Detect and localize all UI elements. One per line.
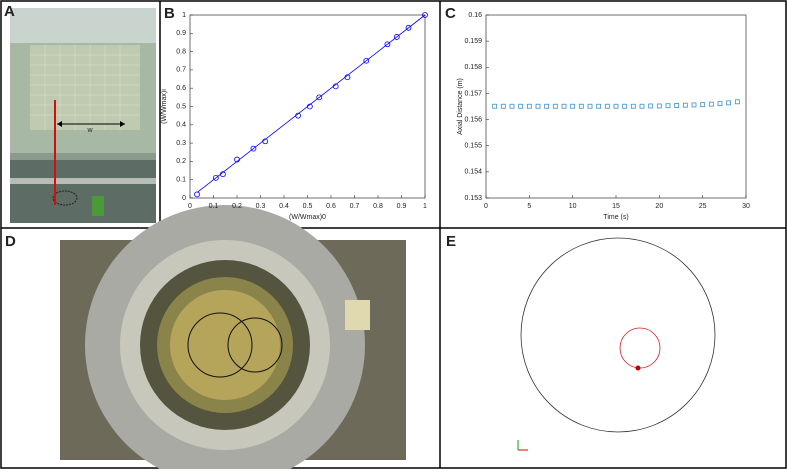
y-tick-label: 0.158 [464,64,482,71]
point [726,100,732,106]
x-tick-label: 0.6 [326,203,336,210]
x-tick-label: 0.5 [303,203,313,210]
point [604,103,610,109]
x-tick-label: 10 [569,203,577,210]
point [194,191,200,198]
point [535,103,541,109]
fit-line [196,14,426,193]
y-tick-label: 0.16 [468,12,482,19]
point [700,102,706,108]
point [578,103,584,109]
y-tick-label: 0.4 [176,122,186,129]
x-axis-label: Time (s) [603,214,628,221]
y-tick-label: 0.8 [176,48,186,55]
x-axis-label: (W/Wmax)0 [289,214,326,221]
y-tick-label: 0.6 [176,85,186,92]
panel-letter: C [445,5,456,22]
point [570,103,576,109]
point [622,103,628,109]
x-tick-label: 1 [423,203,427,210]
y-tick-label: 0.156 [464,116,482,123]
point [384,41,391,48]
point [552,103,558,109]
point [526,103,532,109]
point [393,34,400,40]
x-tick-label: 0.1 [209,203,219,210]
point [518,103,524,109]
point [509,103,515,109]
y-axis-label: Axial Distance (m) [457,78,464,135]
x-tick-label: 15 [612,203,620,210]
x-tick-label: 25 [699,203,707,210]
panel-letter: B [164,5,175,22]
x-tick-label: 0 [188,203,192,210]
y-tick-label: 0.154 [464,169,482,176]
y-tick-label: 0.9 [176,30,186,37]
y-tick-label: 1 [182,12,186,19]
point [674,103,680,108]
point [422,12,428,18]
point [316,94,323,101]
point [596,103,602,109]
y-tick-label: 0.157 [464,90,482,97]
x-tick-label: 0.7 [350,203,360,210]
y-tick-label: 0.3 [176,140,186,147]
x-tick-label: 0.4 [279,203,289,210]
x-tick-label: 0.3 [256,203,266,210]
point [691,102,697,108]
point [363,57,370,64]
point [561,103,567,109]
point [717,101,723,107]
width-label: w [86,127,93,134]
plot-area [485,14,747,199]
y-tick-label: 0.7 [176,67,186,74]
point [656,103,662,109]
photo-d [60,205,406,474]
y-tick-label: 0.153 [464,195,482,202]
y-tick-label: 0.5 [176,103,186,110]
point [544,103,550,109]
x-tick-label: 30 [742,203,750,210]
x-tick-label: 5 [527,203,531,210]
y-tick-label: 0.2 [176,158,186,165]
panel-letters: A B C D E [4,3,456,250]
panel-letter: A [4,3,15,20]
y-tick-label: 0.155 [464,143,482,150]
x-tick-label: 0.9 [397,203,407,210]
point [639,103,645,109]
point [250,145,257,152]
x-tick-label: 0.2 [232,203,242,210]
y-tick-label: 0 [182,195,186,202]
point [613,103,619,109]
point [587,103,593,109]
point [492,103,498,109]
point [405,24,412,31]
point [648,103,654,109]
y-axis-label: (W/Wmax)i [161,89,168,124]
x-tick-label: 0.8 [373,203,383,210]
point [682,102,688,108]
panel-letter: D [5,233,16,250]
y-tick-label: 0.1 [176,177,186,184]
x-tick-label: 0 [484,203,488,210]
point [734,99,740,105]
point [630,103,636,109]
diagram-e [517,237,716,451]
x-tick-label: 20 [655,203,663,210]
y-tick-label: 0.159 [464,38,482,45]
point [708,101,714,107]
point [665,103,671,109]
panel-letter: E [446,233,456,250]
point [500,103,506,109]
point [212,174,219,181]
photo-a: w [10,8,156,223]
